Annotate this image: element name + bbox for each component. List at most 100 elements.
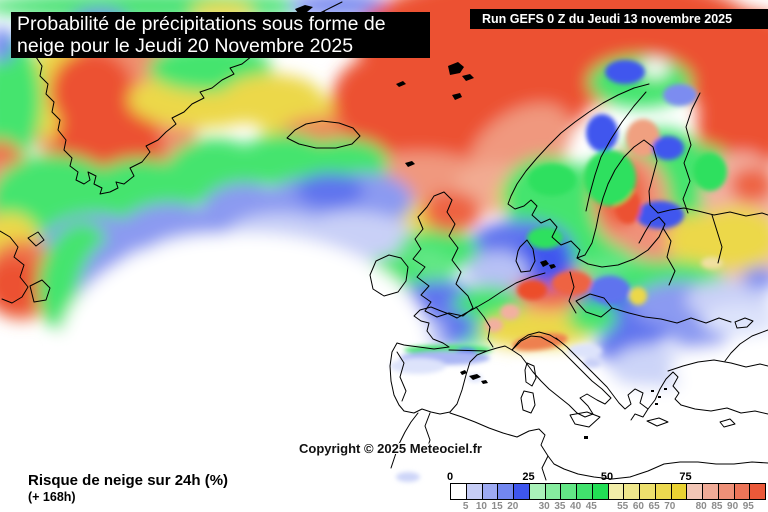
coastline-sicily [569, 411, 601, 428]
legend-tick-label: 25 [522, 471, 535, 483]
border-danube-balkans [611, 307, 732, 324]
probability-region [500, 304, 520, 320]
danish-islands [540, 260, 556, 269]
probability-region [702, 304, 768, 336]
legend-cell-95-100 [749, 484, 765, 499]
probability-region [680, 372, 768, 468]
legend-tick-label: 10 [475, 501, 487, 512]
legend-top-ticks: 0 25 50 75 [446, 470, 766, 483]
legend-tick-label: 15 [491, 501, 503, 512]
legend-cell-90-95 [733, 484, 750, 499]
legend-color-bar [450, 483, 766, 500]
coastline-aegean-turkey-west [647, 371, 682, 410]
probability-region [568, 344, 602, 358]
coastline-turkey-south [680, 404, 768, 415]
legend-tick-label: 60 [632, 501, 644, 512]
probability-region [730, 167, 768, 203]
probability-region [701, 257, 723, 269]
probability-detail-layer [390, 60, 727, 482]
coastline-iberia [389, 342, 513, 415]
coastline-black-sea-north [724, 329, 768, 362]
balearic-islands [460, 370, 488, 384]
legend-cell-10-15 [481, 484, 498, 499]
coastline-north-sea-south [456, 272, 546, 319]
map-title: Probabilité de précipitations sous forme… [11, 12, 430, 58]
coastline-black-sea-south [667, 359, 768, 372]
coastline-labrador [0, 230, 29, 304]
bear-island [452, 93, 462, 100]
legend-tick-label: 65 [648, 501, 660, 512]
coastline-crimea [734, 317, 754, 329]
legend-cell-75-80 [686, 484, 702, 499]
legend-tick-label: 40 [570, 501, 582, 512]
probability-region [583, 358, 601, 368]
legend-cell-70-75 [670, 484, 687, 499]
legend-cell-65-70 [654, 484, 671, 499]
legend-tick-label: 85 [711, 501, 723, 512]
coastline-baltic-north [570, 139, 768, 259]
svalbard-islands [295, 5, 474, 81]
border-morocco-algeria [424, 412, 431, 453]
legend-cell-40-45 [576, 484, 592, 499]
coastline-adriatic-balkans [555, 337, 649, 421]
legend-tick-label: 55 [617, 501, 629, 512]
border-germany-poland [568, 271, 577, 314]
map-title-line2: neige pour le Jeudi 20 Novembre 2025 [17, 35, 354, 57]
legend-cell-35-40 [560, 484, 576, 499]
probability-region [670, 346, 768, 390]
probability-color-scale: 0 25 50 75 5 10 15 20 30 35 40 45 55 60 65 70 80 85 90 95 [446, 470, 766, 512]
legend-tick-label: 30 [538, 501, 550, 512]
coastline-italy [511, 335, 612, 418]
probability-region [465, 251, 529, 289]
border-spain-portugal [396, 351, 407, 402]
border-tunisia-libya [541, 455, 549, 481]
probability-region [629, 287, 647, 305]
probability-region [517, 280, 547, 300]
probability-region [303, 287, 387, 343]
probability-region [0, 258, 42, 314]
coastline-great-britain [412, 191, 474, 318]
coastline-norway [507, 83, 650, 246]
probability-region [590, 276, 630, 304]
jan-mayen-island [396, 81, 406, 87]
probability-region [586, 114, 618, 152]
legend-title: Risque de neige sur 24h (%) [28, 472, 229, 489]
probability-region [423, 191, 481, 233]
coastline-greenland-west [35, 56, 125, 195]
legend-tick-label: 0 [446, 471, 454, 483]
faroe-islands [405, 161, 415, 167]
probability-region [610, 345, 694, 389]
probability-region [626, 119, 660, 157]
legend-cell-50-55 [607, 484, 624, 499]
probability-region [663, 84, 697, 106]
legend-tick-label: 5 [462, 501, 469, 512]
model-run-label: Run GEFS 0 Z du Jeudi 13 novembre 2025 [470, 9, 768, 29]
border-baltic-states [662, 227, 676, 286]
probability-region [390, 358, 446, 374]
legend-cell-60-65 [639, 484, 655, 499]
probability-region [528, 164, 576, 196]
coastline-baltic-south [576, 216, 666, 268]
coastline-newfoundland [29, 279, 51, 303]
coastline-sardinia [520, 390, 536, 414]
border-norway-sweden [585, 91, 647, 212]
legend-cell-0-5 [451, 484, 466, 499]
legend-cell-5-10 [465, 484, 482, 499]
probability-region [605, 60, 645, 84]
probability-region [636, 201, 684, 229]
coastline-cyprus [719, 418, 736, 428]
legend-cell-55-60 [623, 484, 639, 499]
legend-tick-label: 80 [695, 501, 707, 512]
forecast-lead-time: (+ 168h) [28, 490, 76, 504]
coastline-north-africa [449, 412, 768, 480]
border-alps-north [511, 331, 559, 351]
border-russia-west [711, 214, 723, 264]
probability-region [0, 434, 220, 510]
coastline-iceland [286, 120, 361, 149]
probability-region [552, 271, 592, 295]
legend-tick-label: 20 [507, 501, 519, 512]
probability-region [742, 267, 768, 289]
copyright-watermark: Copyright © 2025 Meteociel.fr [299, 441, 482, 456]
probability-region [527, 227, 563, 249]
